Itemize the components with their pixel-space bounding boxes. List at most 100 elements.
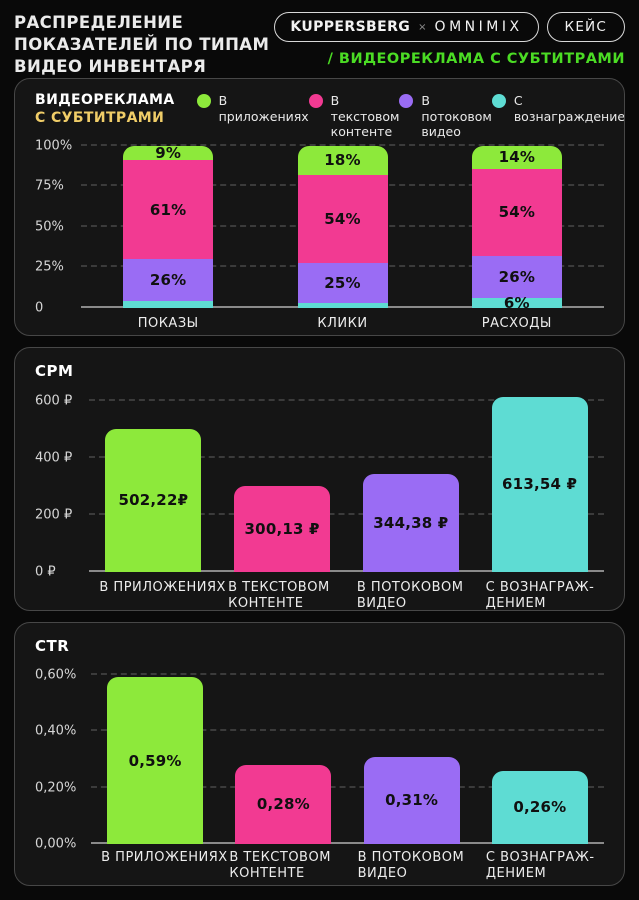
page-title: РАСПРЕДЕЛЕНИЕ ПОКАЗАТЕЛЕЙ ПО ТИПАМ ВИДЕО…: [14, 12, 269, 77]
bar-value-label: 26%: [149, 271, 187, 290]
gridline: [89, 398, 604, 401]
category-label: В ПРИЛОЖЕНИЯХ: [99, 580, 226, 595]
bar-4: 613,54 ₽: [491, 396, 588, 572]
page-title-line-2: ПОКАЗАТЕЛЕЙ ПО ТИПАМ: [14, 34, 270, 54]
legend-item-purple: В потоковом видео: [399, 93, 492, 140]
brand-name-kuppersberg: KUPPERSBERG: [290, 19, 411, 35]
gridline: [89, 512, 604, 515]
bar-1: 502,22₽: [105, 428, 202, 572]
bar-value-label: 54%: [324, 209, 361, 228]
bar-segment-teal: [297, 303, 388, 308]
chart-area: 100% 75% 50% 25% 0 9% 61% 26% 18% 54% 25% 14% 54% 26%…: [35, 138, 604, 315]
plot-area: 9% 61% 26% 18% 54% 25% 14% 54% 26% 6%: [81, 143, 604, 308]
bar-value-label: 344,38 ₽: [373, 513, 449, 532]
bar-value-label: 300,13 ₽: [244, 520, 320, 539]
gridline: [91, 672, 604, 675]
legend-label: В приложениях: [218, 93, 309, 124]
bar-segment-teal: 6%: [471, 294, 562, 308]
bar-2: 0,28%: [235, 764, 332, 844]
y-tick-label: 0: [35, 300, 44, 316]
y-axis: 600 ₽ 400 ₽ 200 ₽ 0 ₽: [35, 392, 89, 579]
bar-value-label: 0,26%: [513, 798, 567, 817]
bar-value-label: 6%: [503, 293, 530, 308]
stacked-chart-panel: ВИДЕОРЕКЛАМА С СУБТИТРАМИ В приложениях В…: [14, 78, 625, 336]
bar-value-label: 26%: [498, 268, 536, 287]
bar-1: 9% 61% 26%: [123, 145, 214, 308]
bar-segment-green: 18%: [297, 145, 388, 176]
chart-area: 600 ₽ 400 ₽ 200 ₽ 0 ₽ 502,22₽ 300,13 ₽ 344,38 …: [35, 392, 604, 580]
stacked-chart-title-line-2: С СУБТИТРАМИ: [35, 110, 165, 127]
y-tick-label: 200 ₽: [35, 507, 73, 523]
bar-value-label: 14%: [498, 148, 536, 167]
purple-dot-icon: [399, 94, 414, 108]
category-label: В ПРИЛОЖЕНИЯХ: [101, 850, 228, 865]
ctr-chart-panel: CTR 0,60% 0,40% 0,20% 0,00% 0,59% 0,28% 0,31% 0…: [14, 622, 625, 886]
bar-segment-teal: [123, 301, 214, 308]
stacked-chart-header: ВИДЕОРЕКЛАМА С СУБТИТРАМИ В приложениях В…: [35, 91, 624, 140]
bar-2: 18% 54% 25%: [297, 145, 388, 308]
gridline: [91, 785, 604, 788]
ctr-bar-chart: 0,60% 0,40% 0,20% 0,00% 0,59% 0,28% 0,31% 0,26%…: [35, 667, 604, 882]
bar-segment-pink: 54%: [297, 175, 388, 263]
green-dot-icon: [196, 94, 211, 108]
cpm-chart-title: CPM: [35, 362, 74, 380]
bar-segment-purple: 26%: [471, 256, 562, 299]
category-label: ПОКАЗЫ: [137, 315, 199, 331]
gridline: [81, 143, 604, 146]
pink-dot-icon: [308, 94, 323, 108]
y-tick-label: 0 ₽: [35, 564, 56, 580]
multiply-icon: ×: [418, 21, 427, 33]
y-tick-label: 0,60%: [35, 667, 77, 683]
bar-value-label: 25%: [324, 273, 361, 292]
y-tick-label: 50%: [35, 219, 64, 235]
cpm-chart-panel: CPM 600 ₽ 400 ₽ 200 ₽ 0 ₽ 502,22₽ 300,13 ₽ 344…: [14, 347, 625, 611]
bar-segment-green: 14%: [471, 145, 562, 169]
category-label: В ТЕКСТОВОМ КОНТЕНТЕ: [228, 580, 330, 611]
bar-3: 344,38 ₽: [362, 473, 459, 572]
y-tick-label: 600 ₽: [35, 393, 73, 409]
bar-value-label: 9%: [155, 145, 182, 163]
category-label: КЛИКИ: [317, 315, 368, 331]
bar-segment-purple: 25%: [297, 262, 388, 303]
axis-baseline: [91, 842, 604, 844]
y-tick-label: 0,00%: [35, 836, 77, 852]
bar-value-label: 613,54 ₽: [502, 475, 578, 494]
y-tick-label: 25%: [35, 259, 64, 275]
gridline: [89, 455, 604, 458]
y-axis: 100% 75% 50% 25% 0: [35, 138, 81, 315]
teal-dot-icon: [491, 94, 506, 108]
bar-value-label: 18%: [324, 151, 361, 170]
category-label: РАСХОДЫ: [481, 315, 552, 331]
legend-item-green: В приложениях: [196, 93, 309, 140]
chart-area: 0,60% 0,40% 0,20% 0,00% 0,59% 0,28% 0,31% 0,26%: [35, 667, 604, 852]
category-labels: В ПРИЛОЖЕНИЯХ В ТЕКСТОВОМ КОНТЕНТЕ В ПОТОКО…: [91, 850, 604, 882]
page-title-line-3: ВИДЕО ИНВЕНТАРЯ: [14, 56, 207, 76]
y-tick-label: 400 ₽: [35, 450, 73, 466]
case-badge: КЕЙС: [546, 12, 625, 42]
plot-area: 0,59% 0,28% 0,31% 0,26%: [91, 669, 604, 844]
bar-value-label: 502,22₽: [118, 491, 189, 510]
bar-segment-green: 9%: [123, 145, 214, 163]
legend-item-teal: С вознаграждением: [491, 93, 625, 140]
y-tick-label: 0,20%: [35, 780, 77, 796]
y-tick-label: 0,40%: [35, 723, 77, 739]
bar-2: 300,13 ₽: [234, 486, 331, 572]
category-label: С ВОЗНАГРАЖ- ДЕНИЕМ: [485, 580, 595, 611]
ctr-chart-title: CTR: [35, 637, 70, 655]
stacked-chart-title: ВИДЕОРЕКЛАМА С СУБТИТРАМИ: [35, 91, 175, 127]
page-subtitle: / ВИДЕОРЕКЛАМА С СУБТИТРАМИ: [327, 51, 625, 67]
stacked-bar-chart: 100% 75% 50% 25% 0 9% 61% 26% 18% 54% 25% 14% 54% 26%…: [35, 138, 604, 335]
cpm-bar-chart: 600 ₽ 400 ₽ 200 ₽ 0 ₽ 502,22₽ 300,13 ₽ 344,38 …: [35, 392, 604, 611]
y-tick-label: 75%: [35, 178, 64, 194]
category-label: С ВОЗНАГРАЖ- ДЕНИЕМ: [485, 850, 595, 882]
category-labels: В ПРИЛОЖЕНИЯХ В ТЕКСТОВОМ КОНТЕНТЕ В ПОТОКО…: [89, 580, 604, 611]
legend-label: В потоковом видео: [421, 93, 492, 140]
bar-segment-purple: 26%: [123, 259, 214, 302]
category-label: В ТЕКСТОВОМ КОНТЕНТЕ: [229, 850, 331, 882]
category-labels: ПОКАЗЫ КЛИКИ РАСХОДЫ: [81, 315, 604, 335]
bar-value-label: 54%: [498, 203, 536, 222]
plot-area: 502,22₽ 300,13 ₽ 344,38 ₽ 613,54 ₽: [89, 392, 604, 572]
legend-label: С вознаграждением: [513, 93, 625, 124]
category-label: В ПОТОКОВОМ ВИДЕО: [357, 850, 465, 882]
